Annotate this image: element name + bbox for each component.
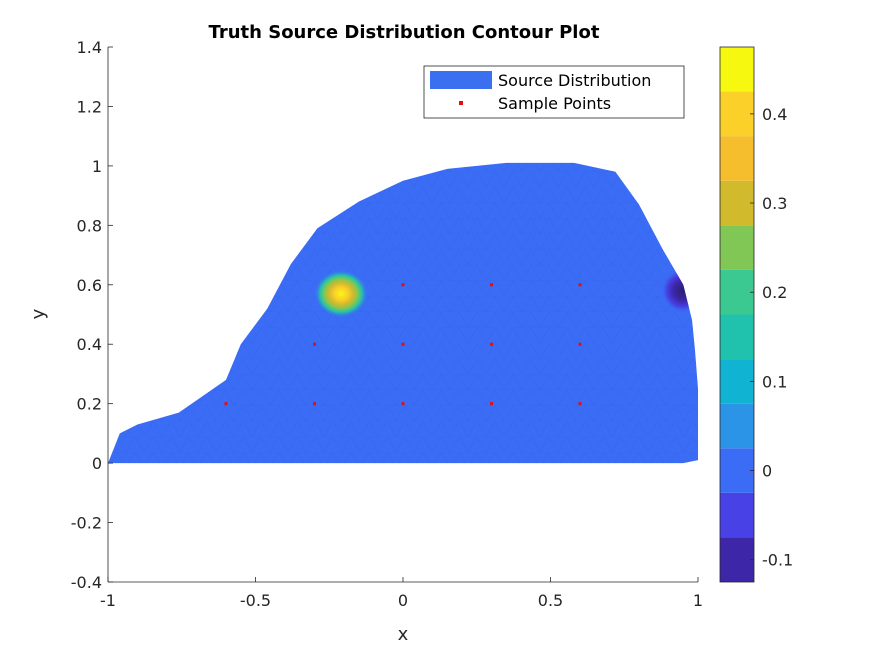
y-tick-label: 0.2: [77, 395, 102, 414]
colorbar-tick-label: -0.1: [762, 551, 793, 570]
x-tick-label: 0: [398, 591, 408, 610]
legend-label-source-distribution: Source Distribution: [498, 71, 651, 90]
sample-points: [224, 283, 582, 406]
sample-point: [490, 402, 493, 406]
x-axis-label: x: [398, 624, 409, 645]
colorbar-tick-label: 0: [762, 462, 772, 481]
sample-point: [313, 402, 316, 406]
legend-patch-source-distribution: [430, 71, 492, 89]
contour-peak: [314, 269, 369, 318]
colorbar-band: [720, 269, 754, 315]
sample-point: [401, 402, 405, 406]
colorbar-band: [720, 136, 754, 181]
x-tick-label: -1: [100, 591, 116, 610]
legend: Source Distribution Sample Points: [423, 65, 685, 119]
colorbar-band: [720, 448, 754, 493]
sample-point: [224, 402, 228, 406]
colorbar: -0.1 0 0.1 0.2 0.3 0.4: [719, 46, 793, 583]
colorbar-band: [720, 180, 754, 226]
colorbar-band: [720, 91, 754, 137]
colorbar-band: [720, 47, 754, 92]
sample-point: [578, 402, 582, 406]
sample-point: [313, 342, 316, 346]
colorbar-tick-label: 0.1: [762, 372, 787, 391]
x-axis-ticks: -1 -0.5 0 0.5 1: [100, 577, 703, 610]
sample-point: [578, 342, 582, 346]
colorbar-tick-label: 0.4: [762, 105, 787, 124]
legend-label-sample-points: Sample Points: [498, 94, 611, 113]
colorbar-frame: [719, 46, 755, 583]
colorbar-tick-label: 0.2: [762, 283, 787, 302]
y-tick-label: 0.8: [77, 216, 102, 235]
y-tick-label: 0.6: [77, 276, 102, 295]
y-axis-ticks: -0.4 -0.2 0 0.2 0.4 0.6 0.8 1 1.2 1.4: [71, 38, 113, 592]
colorbar-band: [720, 359, 754, 404]
y-axis-label: y: [28, 308, 49, 319]
colorbar-band: [720, 403, 754, 449]
y-tick-label: 0: [92, 454, 102, 473]
colorbar-band: [720, 314, 754, 360]
sample-point: [401, 283, 405, 287]
y-tick-label: 1.2: [77, 97, 102, 116]
sample-point: [578, 283, 582, 287]
colorbar-band: [720, 537, 754, 582]
chart-title: Truth Source Distribution Contour Plot: [209, 22, 600, 43]
sample-point: [490, 283, 493, 287]
colorbar-band: [720, 225, 754, 270]
sample-point: [401, 342, 405, 346]
plot-area: -1 -0.5 0 0.5 1 -0.4 -0.2 0 0.2 0.4 0.6 0.8 1 1.2 1.4: [71, 38, 703, 610]
x-tick-label: -0.5: [240, 591, 271, 610]
colorbar-bands: [720, 47, 754, 582]
y-tick-label: 0.4: [77, 335, 102, 354]
legend-marker-sample-points: [459, 101, 463, 105]
colorbar-band: [720, 492, 754, 538]
sample-point: [490, 342, 493, 346]
colorbar-ticks: -0.1 0 0.1 0.2 0.3 0.4: [750, 105, 793, 570]
colorbar-tick-label: 0.3: [762, 194, 787, 213]
x-tick-label: 1: [693, 591, 703, 610]
y-tick-label: -0.2: [71, 514, 102, 533]
y-tick-label: -0.4: [71, 573, 102, 592]
y-tick-label: 1.4: [77, 38, 102, 57]
x-tick-label: 0.5: [538, 591, 563, 610]
y-tick-label: 1: [92, 157, 102, 176]
